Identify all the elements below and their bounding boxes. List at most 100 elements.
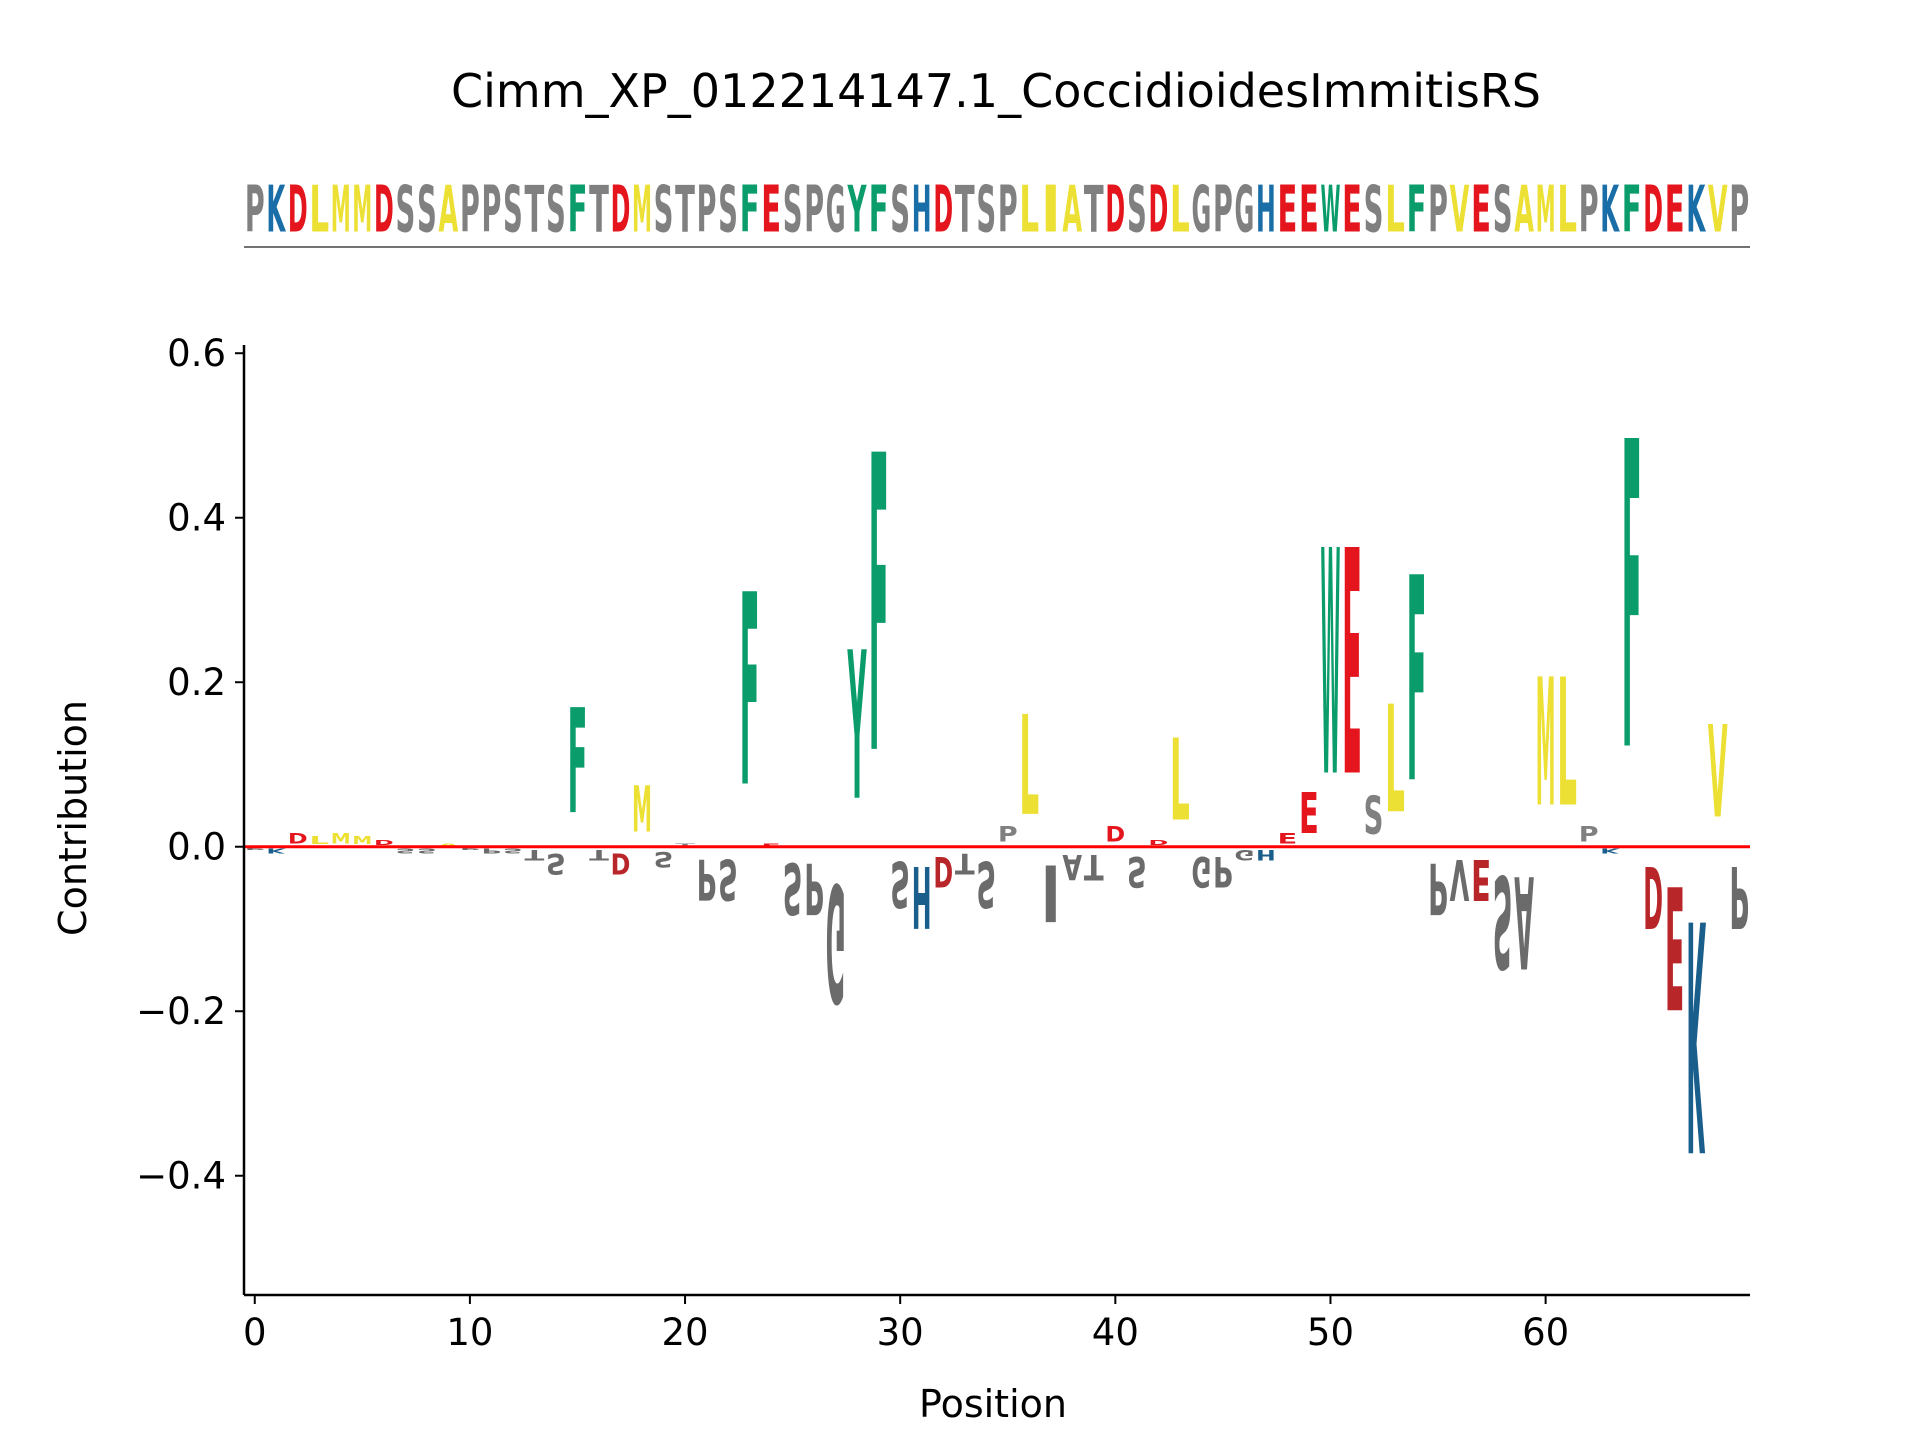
sequence-letter: P bbox=[460, 173, 480, 247]
sequence-letter: E bbox=[1665, 172, 1685, 247]
sequence-letter: P bbox=[1579, 173, 1599, 247]
contribution-letter: S bbox=[546, 847, 566, 880]
sequence-letter: D bbox=[611, 171, 631, 247]
sequence-letter: D bbox=[288, 171, 308, 247]
x-tick-label: 0 bbox=[243, 1311, 267, 1354]
sequence-letter: Y bbox=[847, 172, 867, 247]
y-tick-label: 0.2 bbox=[167, 661, 226, 704]
sequence-letter: S bbox=[395, 172, 415, 247]
sequence-letter: A bbox=[1062, 172, 1082, 247]
contribution-letter: L bbox=[309, 835, 329, 847]
x-tick-label: 20 bbox=[661, 1311, 708, 1354]
contribution-letter: S bbox=[718, 847, 738, 913]
sequence-letter: S bbox=[718, 172, 738, 247]
sequence-letter: F bbox=[740, 172, 760, 247]
contribution-letter: D bbox=[1105, 822, 1125, 847]
sequence-letter: M bbox=[352, 174, 372, 248]
contribution-letter: A bbox=[438, 843, 458, 847]
sequence-letter: P bbox=[245, 173, 265, 247]
contribution-letter: S bbox=[976, 847, 996, 921]
sequence-letter: F bbox=[869, 172, 889, 247]
contribution-letter: D bbox=[288, 830, 308, 847]
sequence-letter: W bbox=[1321, 174, 1341, 248]
sequence-letter: T bbox=[955, 172, 975, 247]
contribution-letter: S bbox=[417, 847, 437, 855]
y-tick-label: 0.0 bbox=[167, 826, 226, 869]
y-tick-label: −0.2 bbox=[136, 990, 226, 1033]
sequence-letter: D bbox=[1643, 171, 1663, 247]
contribution-letter: S bbox=[1364, 786, 1384, 847]
sequence-letter: P bbox=[1428, 173, 1448, 247]
sequence-letter: G bbox=[1235, 172, 1255, 248]
contribution-letter: L bbox=[1385, 675, 1405, 847]
contribution-letter: S bbox=[890, 847, 910, 921]
y-tick-label: −0.4 bbox=[136, 1155, 226, 1198]
sequence-letter: H bbox=[912, 173, 932, 248]
contribution-letter: H bbox=[912, 847, 932, 946]
sequence-letter: K bbox=[1600, 172, 1620, 248]
x-tick-label: 50 bbox=[1307, 1311, 1354, 1354]
sequence-letter: V bbox=[1450, 172, 1470, 247]
sequence-letter: S bbox=[1127, 172, 1147, 247]
contribution-letter: E bbox=[1342, 486, 1362, 846]
contribution-letter: A bbox=[1062, 846, 1082, 888]
contribution-letter: W bbox=[1321, 486, 1341, 846]
sequence-letter: E bbox=[1299, 172, 1319, 247]
contribution-letter: S bbox=[503, 847, 523, 855]
sequence-letter: S bbox=[976, 172, 996, 247]
contribution-letter: P bbox=[482, 846, 502, 854]
y-axis-label: Contribution bbox=[51, 700, 95, 936]
sequence-letter: F bbox=[1622, 172, 1642, 247]
contribution-letter: L bbox=[1019, 686, 1039, 846]
sequence-letter: L bbox=[309, 173, 329, 248]
sequence-letter: A bbox=[1514, 172, 1534, 247]
contribution-letter: G bbox=[1235, 846, 1255, 862]
x-tick-label: 10 bbox=[446, 1311, 493, 1354]
x-tick-label: 30 bbox=[877, 1311, 924, 1354]
contribution-letter: Y bbox=[847, 610, 867, 847]
contribution-letter: I bbox=[1041, 846, 1061, 936]
sequence-letter: E bbox=[1342, 172, 1362, 247]
contribution-letter: M bbox=[1536, 642, 1556, 847]
sequence-letter: D bbox=[374, 171, 394, 247]
sequence-letter: P bbox=[998, 173, 1018, 247]
contribution-letter: S bbox=[654, 846, 674, 870]
contribution-letter: A bbox=[1514, 847, 1534, 995]
contribution-letter: T bbox=[1084, 847, 1104, 888]
sequence-letter: L bbox=[1557, 173, 1577, 248]
sequence-letter: D bbox=[1148, 171, 1168, 247]
sequence-letter: H bbox=[1256, 173, 1276, 248]
contribution-letter: M bbox=[331, 831, 351, 847]
contribution-letter: K bbox=[1686, 848, 1706, 1216]
y-tick-label: 0.6 bbox=[167, 332, 226, 375]
contribution-letter: V bbox=[1708, 699, 1728, 847]
contribution-letter: P bbox=[245, 847, 265, 851]
sequence-letter: P bbox=[1729, 173, 1749, 247]
sequence-letter: E bbox=[1278, 172, 1298, 247]
y-axis-ticks: −0.4 −0.2 0.0 0.2 0.4 0.6 bbox=[136, 332, 244, 1198]
sequence-letter: F bbox=[1407, 172, 1427, 247]
contribution-letter: D bbox=[933, 846, 953, 895]
sequence-letter: K bbox=[1686, 172, 1706, 248]
sequence-letter: G bbox=[826, 172, 846, 248]
contribution-letter: E bbox=[1665, 847, 1685, 1044]
sequence-letter: M bbox=[1536, 174, 1556, 248]
contribution-letter: P bbox=[1213, 846, 1233, 896]
contribution-letter: L bbox=[1170, 716, 1190, 847]
sequence-letter: T bbox=[1084, 172, 1104, 247]
sequence-letter: T bbox=[675, 172, 695, 247]
sequence-letter: S bbox=[654, 172, 674, 247]
contribution-letter: L bbox=[1557, 641, 1577, 846]
sequence-letter: V bbox=[1708, 172, 1728, 247]
contribution-letter: S bbox=[783, 847, 803, 929]
sequence-letter: P bbox=[482, 173, 502, 247]
contribution-letter: P bbox=[804, 847, 824, 929]
contribution-letter: P bbox=[998, 823, 1018, 847]
sequence-letter: A bbox=[438, 172, 458, 247]
contribution-letter: G bbox=[826, 846, 846, 1034]
contribution-letter: T bbox=[589, 847, 610, 863]
contribution-letter: G bbox=[1191, 846, 1211, 895]
contribution-letter: M bbox=[632, 774, 652, 847]
